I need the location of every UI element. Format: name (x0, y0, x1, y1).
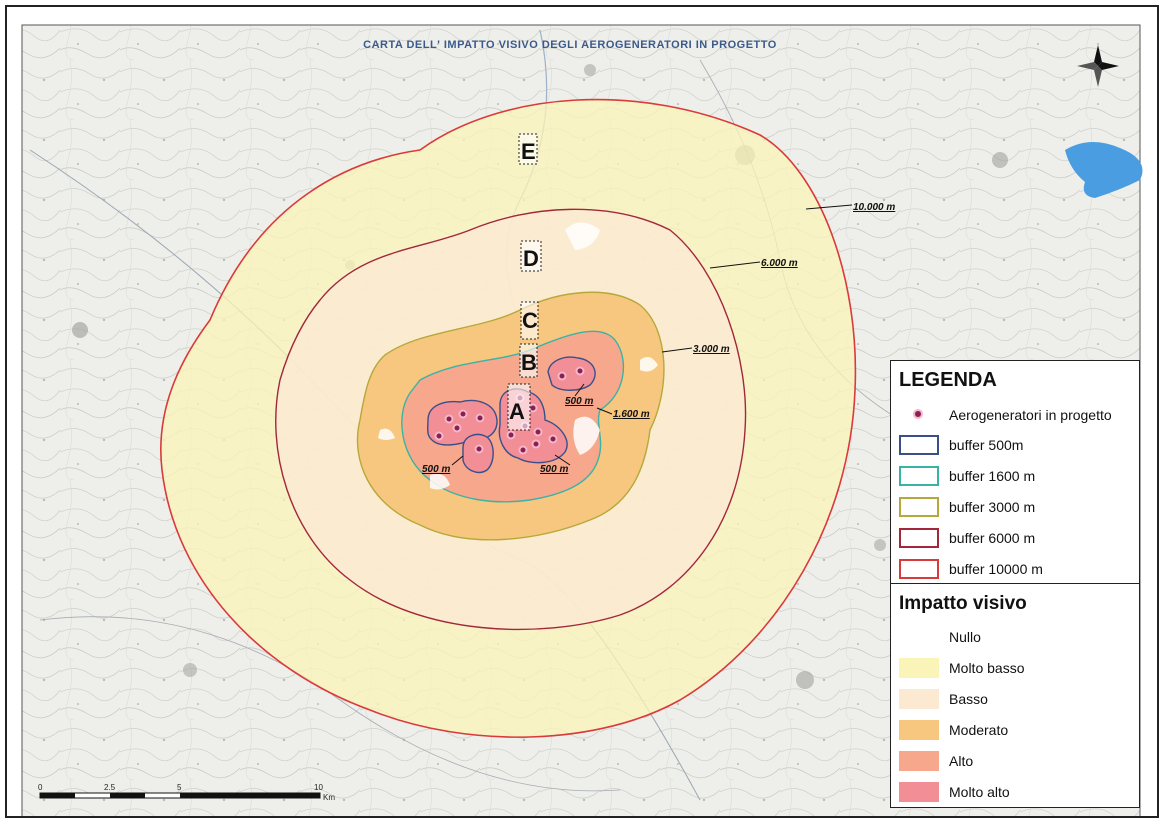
turbine-marker (557, 371, 567, 381)
zone-label-a: A (509, 399, 525, 424)
scale-tick-2-5: 2.5 (104, 783, 116, 792)
zone-label-e: E (521, 139, 536, 164)
legend-impact-moderato: Moderato (891, 716, 1139, 747)
zone-label-c: C (522, 308, 538, 333)
zone-label-boxes (507, 133, 542, 431)
legend-label: buffer 3000 m (949, 499, 1036, 515)
map-title: CARTA DELL' IMPATTO VISIVO DEGLI AEROGEN… (363, 39, 777, 51)
turbine-marker (434, 431, 444, 441)
legend-impact-basso: Basso (891, 685, 1139, 716)
distance-label-500-east: 500 m (565, 396, 593, 407)
legend-buffer-6000: buffer 6000 m (891, 524, 1139, 555)
north-arrow-icon (1077, 45, 1119, 87)
legend-swatch (899, 435, 939, 455)
zone-label-b: B (521, 350, 537, 375)
legend-swatch (899, 466, 939, 486)
distance-label-500-south: 500 m (540, 464, 568, 475)
legend-swatch (899, 528, 939, 548)
legend-swatch (899, 497, 939, 517)
outer-frame (5, 5, 1159, 818)
legend-label: buffer 10000 m (949, 561, 1043, 577)
turbine-marker (458, 409, 468, 419)
legend-panel: LEGENDA Aerogeneratori in progetto buffe… (890, 360, 1140, 808)
zone-label-d: D (523, 246, 539, 271)
legend-label: Basso (949, 691, 988, 707)
legend-swatch (899, 559, 939, 579)
buffer-500-east (547, 356, 596, 391)
turbine-marker (528, 403, 538, 413)
turbine-marker (474, 444, 484, 454)
distance-label-10000: 10.000 m (853, 202, 895, 213)
distance-label-1600: 1.600 m (613, 409, 650, 420)
legend-label: Moderato (949, 722, 1009, 738)
distance-label-3000: 3.000 m (693, 344, 730, 355)
legend-buffer-1600: buffer 1600 m (891, 462, 1139, 493)
legend-divider (891, 583, 1139, 584)
turbine-marker (548, 434, 558, 444)
scale-tick-5: 5 (177, 783, 182, 792)
legend-title: LEGENDA (899, 369, 997, 391)
legend-impact-molto-alto: Molto alto (891, 778, 1139, 809)
legend-swatch (899, 627, 939, 647)
legend-buffer-500: buffer 500m (891, 431, 1139, 462)
legend-impact-title: Impatto visivo (899, 593, 1027, 614)
legend-swatch (899, 720, 939, 740)
scale-unit: Km (323, 793, 335, 802)
legend-label: buffer 1600 m (949, 468, 1036, 484)
legend-label: Molto basso (949, 660, 1025, 676)
buffer-500-south (462, 433, 494, 474)
turbine-marker (575, 366, 585, 376)
scale-tick-0: 0 (38, 783, 43, 792)
legend-swatch (899, 689, 939, 709)
legend-label: Alto (949, 753, 974, 769)
turbine-marker (533, 427, 543, 437)
turbine-marker (475, 413, 485, 423)
scale-tick-10: 10 (314, 783, 323, 792)
legend-label: buffer 6000 m (949, 530, 1036, 546)
turbine-marker (452, 423, 462, 433)
legend-impact-molto-basso: Molto basso (891, 654, 1139, 685)
turbine-marker (444, 414, 454, 424)
legend-label: Molto alto (949, 784, 1010, 800)
turbine-marker (518, 445, 528, 455)
legend-buffer-10000: buffer 10000 m (891, 555, 1139, 586)
legend-swatch (899, 658, 939, 678)
legend-swatch (899, 751, 939, 771)
legend-buffer-3000: buffer 3000 m (891, 493, 1139, 524)
legend-impact-alto: Alto (891, 747, 1139, 778)
lake (1065, 141, 1143, 198)
turbine-marker (531, 439, 541, 449)
legend-label: buffer 500m (949, 437, 1024, 453)
turbine-marker (506, 430, 516, 440)
legend-turbine-label: Aerogeneratori in progetto (949, 407, 1112, 423)
scale-bar (39, 792, 321, 799)
nullo-patches (378, 222, 658, 490)
legend-impact-nullo: Nullo (891, 623, 1139, 654)
legend-swatch (899, 782, 939, 802)
legend-turbine-row: Aerogeneratori in progetto (891, 401, 1139, 432)
distance-leaders (451, 204, 853, 466)
turbine-icon (913, 409, 923, 419)
distance-label-500-west: 500 m (422, 464, 450, 475)
legend-label: Nullo (949, 629, 981, 645)
distance-label-6000: 6.000 m (761, 258, 798, 269)
